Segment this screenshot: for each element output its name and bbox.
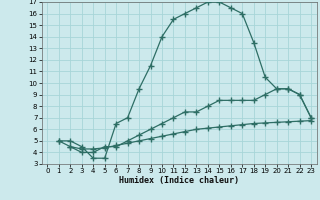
X-axis label: Humidex (Indice chaleur): Humidex (Indice chaleur)	[119, 176, 239, 185]
